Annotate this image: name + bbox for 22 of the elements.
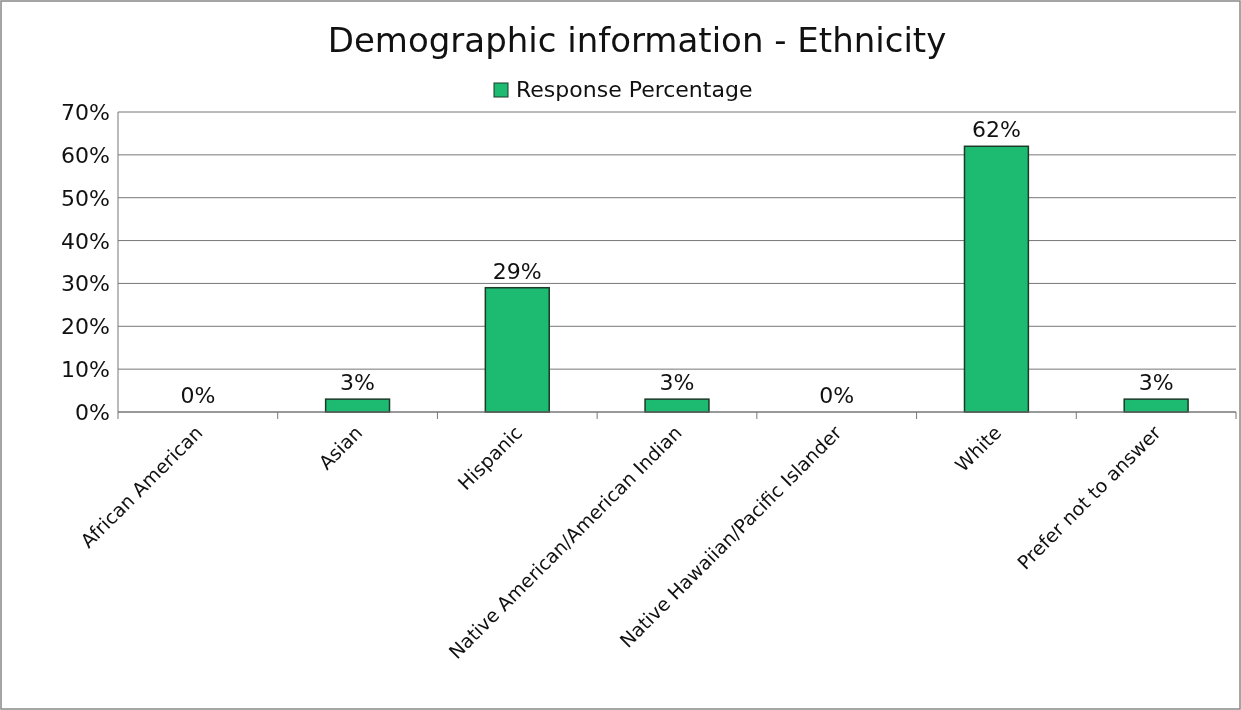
data-label: 3%: [659, 370, 695, 396]
y-tick-label: 20%: [61, 314, 110, 340]
y-tick-label: 70%: [61, 100, 110, 125]
data-label: 0%: [819, 383, 855, 408]
bar: [324, 398, 391, 413]
data-label: 3%: [340, 370, 376, 396]
data-label: 29%: [492, 258, 542, 284]
data-label: 0%: [180, 383, 216, 408]
bar: [644, 398, 710, 413]
legend-label: Response Percentage: [516, 77, 753, 102]
chart-title: Demographic information - Ethnicity: [327, 20, 947, 60]
y-tick-label: 30%: [61, 271, 110, 297]
data-label: 3%: [1138, 370, 1174, 396]
bar: [1123, 398, 1189, 413]
data-label: 62%: [971, 117, 1021, 143]
y-tick-label: 60%: [61, 142, 110, 168]
bar: [963, 145, 1030, 413]
y-tick-label: 0%: [75, 400, 110, 425]
y-tick-label: 10%: [61, 357, 110, 383]
y-tick-label: 50%: [61, 185, 110, 211]
bar: [484, 286, 550, 413]
y-tick-label: 40%: [61, 228, 110, 254]
